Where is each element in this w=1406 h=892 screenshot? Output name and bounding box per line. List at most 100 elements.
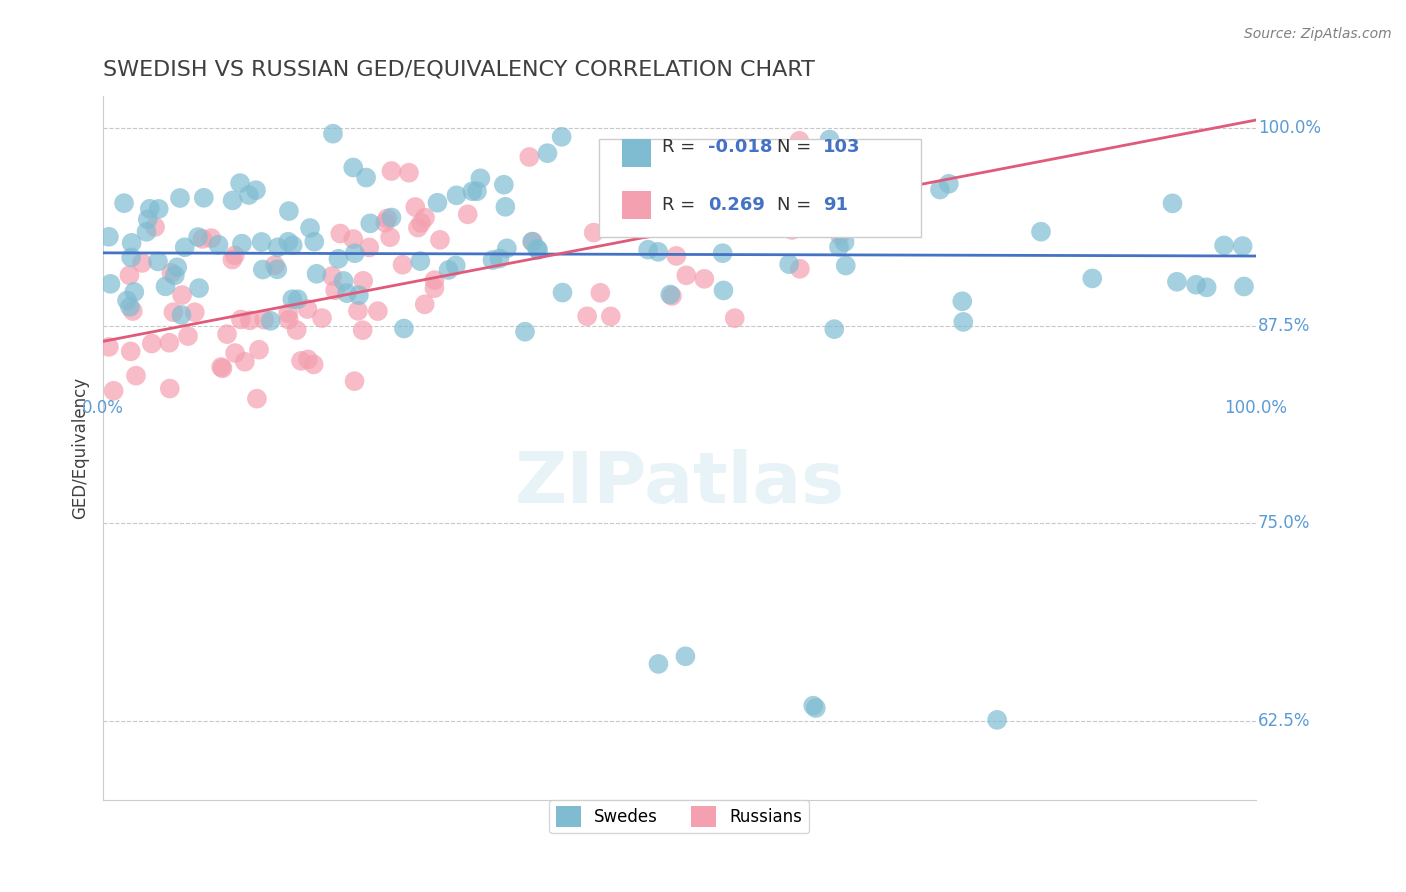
Point: [658, 199, 681, 213]
Point: [665, 249, 688, 263]
Point: [245, 183, 267, 197]
Point: [193, 191, 215, 205]
Point: [831, 187, 853, 202]
Point: [413, 211, 436, 225]
Point: [229, 176, 252, 190]
Text: R =: R =: [662, 138, 702, 156]
Point: [375, 211, 398, 226]
Point: [929, 183, 952, 197]
Point: [582, 226, 605, 240]
Point: [398, 166, 420, 180]
Text: 100.0%: 100.0%: [1258, 119, 1320, 137]
Point: [343, 246, 366, 260]
Point: [409, 216, 432, 230]
Point: [172, 288, 194, 302]
Point: [250, 235, 273, 249]
Point: [380, 164, 402, 178]
Point: [693, 272, 716, 286]
Point: [332, 274, 354, 288]
Point: [550, 129, 572, 144]
Bar: [621, 192, 651, 219]
Point: [661, 289, 683, 303]
Point: [470, 171, 492, 186]
Point: [112, 196, 135, 211]
Point: [617, 162, 640, 177]
Point: [835, 259, 858, 273]
Point: [115, 293, 138, 308]
Point: [159, 382, 181, 396]
Point: [828, 227, 851, 242]
Point: [120, 251, 142, 265]
Point: [612, 193, 634, 207]
Point: [146, 254, 169, 268]
Point: [97, 229, 120, 244]
Point: [311, 311, 333, 326]
Point: [322, 127, 344, 141]
Text: Source: ZipAtlas.com: Source: ZipAtlas.com: [1244, 27, 1392, 41]
Point: [1232, 239, 1254, 253]
Point: [380, 211, 402, 225]
Point: [647, 244, 669, 259]
Point: [423, 281, 446, 295]
Text: -0.018: -0.018: [709, 138, 773, 156]
Point: [404, 200, 426, 214]
Point: [1081, 271, 1104, 285]
Point: [155, 279, 177, 293]
Point: [277, 235, 299, 249]
Point: [231, 236, 253, 251]
Point: [492, 178, 515, 192]
Point: [187, 230, 209, 244]
Point: [426, 195, 449, 210]
Point: [302, 358, 325, 372]
Point: [229, 312, 252, 326]
Point: [818, 132, 841, 146]
Point: [659, 287, 682, 301]
Point: [157, 335, 180, 350]
Point: [378, 230, 401, 244]
Point: [721, 205, 744, 219]
Point: [100, 277, 122, 291]
Point: [277, 204, 299, 219]
Point: [336, 286, 359, 301]
Point: [602, 202, 624, 217]
Point: [136, 212, 159, 227]
Point: [224, 346, 246, 360]
Point: [287, 292, 309, 306]
Point: [675, 268, 697, 283]
Point: [97, 340, 120, 354]
Point: [513, 325, 536, 339]
Point: [823, 322, 845, 336]
Text: 87.5%: 87.5%: [1258, 317, 1310, 334]
Point: [347, 288, 370, 302]
Point: [576, 310, 599, 324]
Point: [465, 184, 488, 198]
Point: [285, 323, 308, 337]
Point: [1029, 225, 1052, 239]
Point: [118, 300, 141, 314]
Point: [551, 285, 574, 300]
Point: [162, 305, 184, 319]
Point: [103, 384, 125, 398]
Point: [457, 207, 479, 221]
Point: [650, 153, 672, 168]
Legend: Swedes, Russians: Swedes, Russians: [550, 800, 810, 833]
Point: [277, 312, 299, 326]
Point: [778, 257, 800, 271]
Point: [938, 177, 960, 191]
Point: [143, 219, 166, 234]
Point: [163, 268, 186, 283]
Text: N =: N =: [778, 196, 817, 214]
Point: [730, 162, 752, 177]
Point: [713, 284, 735, 298]
Point: [299, 221, 322, 235]
Point: [461, 184, 484, 198]
Point: [135, 225, 157, 239]
Point: [215, 327, 238, 342]
Point: [828, 240, 851, 254]
Point: [789, 261, 811, 276]
Point: [536, 146, 558, 161]
Point: [329, 227, 352, 241]
Point: [1213, 238, 1236, 252]
Point: [429, 233, 451, 247]
Point: [124, 285, 146, 299]
